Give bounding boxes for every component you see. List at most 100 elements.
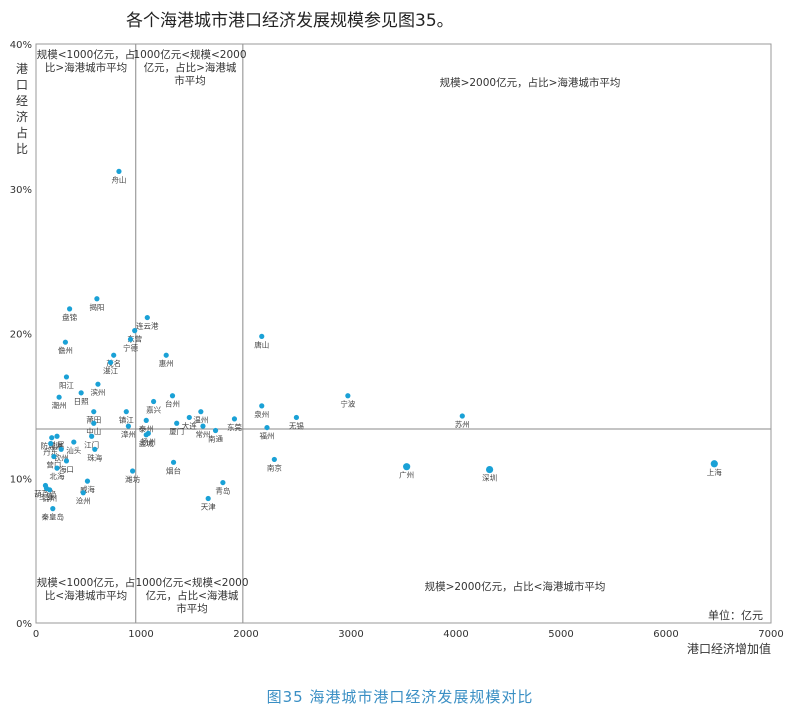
y-tick-label: 0%	[16, 619, 32, 630]
y-tick-label: 20%	[10, 330, 32, 341]
data-point	[51, 453, 57, 460]
data-point	[58, 446, 64, 452]
y-tick-label: 40%	[10, 40, 32, 51]
data-point-label: 珠海	[87, 452, 102, 462]
data-point-label: 盐城	[139, 438, 154, 448]
data-point	[127, 336, 134, 342]
data-point	[174, 420, 180, 426]
data-point-label: 无锡	[289, 421, 304, 430]
data-point-label: 温州	[193, 416, 208, 425]
data-point-label: 莆田	[86, 415, 101, 425]
data-point-label: 常州	[195, 430, 210, 439]
data-point	[47, 487, 53, 493]
data-point-label: 宁德	[123, 342, 138, 352]
data-point-label: 营口	[46, 460, 61, 470]
data-point	[205, 495, 211, 502]
unit-label: 单位：亿元	[708, 608, 763, 622]
data-point-label: 福州	[260, 432, 275, 441]
data-point	[220, 479, 226, 486]
data-point-label: 大连	[182, 420, 197, 430]
data-point	[169, 393, 176, 399]
data-point-label: 东莞	[227, 422, 242, 432]
data-point-label: 中山	[86, 426, 101, 436]
quadrant-label: 1000亿元<规模<2000 亿元，占比>海港城市平均	[133, 48, 246, 87]
quadrant-label: 规模<1000亿元，占比<海港城市平均	[37, 576, 136, 602]
data-point-label: 湛江	[103, 366, 118, 375]
data-point	[116, 168, 122, 174]
data-point	[271, 456, 277, 463]
data-point-label: 汕尾	[50, 439, 65, 449]
data-point	[80, 490, 86, 496]
x-tick-label: 0	[33, 629, 39, 640]
data-point	[91, 420, 97, 426]
data-point-label: 儋州	[58, 345, 73, 355]
data-point-label: 深圳	[482, 473, 497, 483]
data-point-label: 连云港	[136, 321, 159, 331]
data-point	[143, 417, 149, 423]
data-point	[91, 409, 97, 415]
data-point	[486, 465, 494, 474]
data-point	[84, 478, 91, 484]
data-point-label: 东营	[127, 334, 142, 344]
data-point-label: 揭阳	[89, 302, 104, 312]
scatter-chart: 0 1000 2000 3000 4000 5000 6000 7000 0% 10% 20% 30%…	[10, 40, 784, 656]
data-point-label: 厦门	[169, 427, 184, 436]
data-point	[94, 296, 100, 302]
data-point	[264, 424, 270, 431]
data-point	[186, 414, 192, 421]
data-point-label: 潍坊	[125, 474, 140, 484]
page-heading: 各个海港城市港口经济发展规模参见图35。	[126, 11, 454, 31]
quadrant-label: 规模>2000亿元，占比>海港城市平均	[440, 76, 621, 89]
data-point-label: 广州	[399, 470, 414, 480]
data-point-label: 钦州	[54, 452, 69, 462]
x-tick-label: 6000	[653, 629, 678, 640]
data-point-label: 惠州	[159, 358, 174, 368]
data-point	[130, 468, 136, 474]
data-point-label: 舟山	[111, 174, 126, 184]
data-point	[63, 374, 70, 380]
data-point	[54, 433, 60, 439]
data-point-label: 唐山	[254, 339, 269, 349]
x-tick-label: 3000	[338, 629, 363, 640]
data-point-label: 锦州	[42, 493, 57, 503]
quadrant-label: 规模>2000亿元，占比<海港城市平均	[425, 580, 606, 593]
data-point	[78, 390, 84, 396]
data-point-label: 日照	[74, 397, 89, 406]
data-point	[54, 465, 60, 471]
x-tick-label: 5000	[548, 629, 573, 640]
data-point	[403, 463, 411, 471]
data-point	[212, 427, 219, 434]
data-point-label: 烟台	[166, 465, 181, 475]
data-point	[48, 440, 54, 447]
data-point-label: 北海	[50, 471, 65, 481]
quadrant-label: 1000亿元<规模<2000 亿元，占比<海港城市平均	[135, 576, 248, 615]
data-point	[107, 359, 114, 366]
y-tick-label: 30%	[10, 185, 32, 196]
data-point-label: 苏州	[455, 419, 470, 429]
data-point-label: 台州	[165, 399, 180, 409]
quadrant-label: 规模<1000亿元，占比>海港城市平均	[37, 48, 136, 74]
data-point	[67, 306, 73, 312]
data-point	[200, 423, 206, 429]
data-point	[111, 352, 117, 358]
data-point-label: 三亚	[39, 492, 54, 501]
data-point-label: 丹东	[43, 447, 58, 457]
data-point	[63, 458, 70, 464]
x-tick-label: 4000	[443, 629, 468, 640]
data-point	[143, 432, 149, 438]
plot-frame	[35, 43, 772, 624]
y-axis-label: 港口经济占比	[16, 62, 28, 156]
data-point	[259, 333, 265, 339]
x-axis-label: 港口经济增加值	[687, 641, 771, 656]
data-point-label: 海口	[59, 464, 74, 474]
data-point-label: 上海	[707, 467, 722, 477]
figure-caption: 图35 海港城市港口经济发展规模对比	[266, 688, 534, 706]
data-point-label: 镇江	[119, 415, 134, 425]
data-point	[125, 423, 131, 429]
y-tick-label: 10%	[10, 474, 32, 485]
data-point-label: 南京	[267, 462, 282, 472]
data-point	[345, 393, 351, 399]
x-tick-label: 1000	[128, 629, 153, 640]
